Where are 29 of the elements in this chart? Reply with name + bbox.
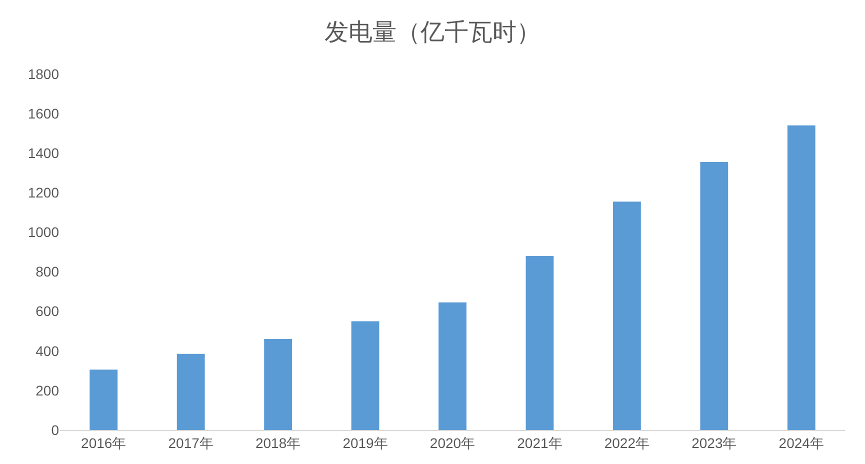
y-tick-label: 400 <box>36 342 60 359</box>
x-tick-label: 2020年 <box>430 434 476 451</box>
bar <box>90 370 118 430</box>
bar <box>264 339 292 430</box>
y-tick-label: 600 <box>36 303 60 320</box>
y-tick-label: 200 <box>36 382 60 398</box>
bar <box>438 302 466 430</box>
x-tick-label: 2023年 <box>692 434 737 451</box>
y-tick-label: 800 <box>36 264 60 280</box>
bar <box>700 162 728 430</box>
bar <box>787 125 816 430</box>
x-tick-label: 2021年 <box>517 434 562 451</box>
y-tick-label: 1200 <box>28 184 60 201</box>
y-tick-label: 0 <box>51 422 60 438</box>
x-tick-label: 2018年 <box>255 434 301 451</box>
y-tick-label: 1000 <box>28 224 60 240</box>
chart-title: 发电量（亿千瓦时） <box>324 19 540 46</box>
bar <box>612 202 641 430</box>
x-tick-label: 2019年 <box>342 434 388 451</box>
y-tick-label: 1600 <box>28 105 60 122</box>
bar <box>526 256 554 430</box>
y-tick-label: 1400 <box>28 145 60 162</box>
x-tick-label: 2022年 <box>604 434 650 451</box>
x-tick-label: 2016年 <box>81 434 126 451</box>
x-tick-label: 2017年 <box>168 434 214 451</box>
bar <box>351 321 380 430</box>
x-tick-label: 2024年 <box>778 434 824 451</box>
y-tick-label: 1800 <box>28 66 60 82</box>
bar <box>176 354 205 430</box>
